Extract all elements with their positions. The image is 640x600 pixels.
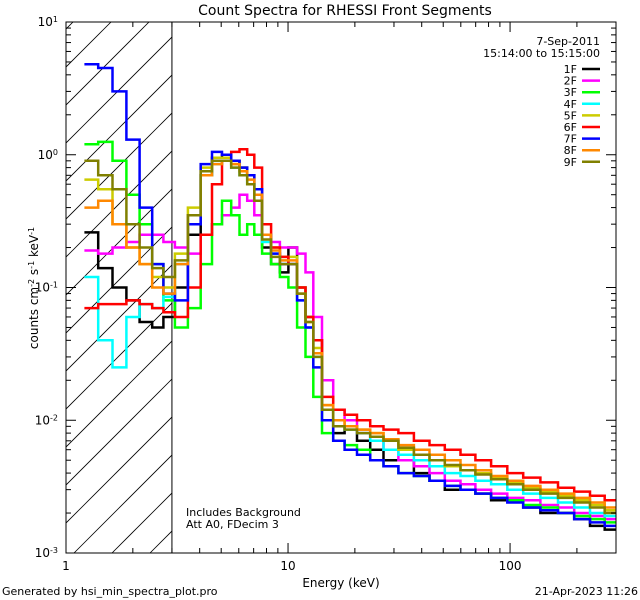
legend-label: 8F: [564, 144, 577, 157]
series-line-2F: [84, 193, 616, 521]
legend-label: 4F: [564, 98, 577, 111]
y-tick-label: 100: [38, 147, 58, 162]
hatch-line: [66, 188, 172, 296]
hatch-line: [66, 264, 172, 372]
x-axis-label: Energy (keV): [302, 576, 379, 590]
series-line-8F: [84, 159, 616, 509]
legend-label: 6F: [564, 121, 577, 134]
hatch-line: [66, 340, 172, 448]
legend-label: 9F: [564, 156, 577, 169]
legend-label: 1F: [564, 63, 577, 76]
hatch-line: [111, 492, 172, 553]
hatch-line: [66, 36, 172, 144]
y-tick-label: 10-1: [35, 280, 58, 295]
hatch-line: [66, 378, 172, 486]
x-tick-label: 1: [62, 559, 70, 573]
y-tick-label: 101: [38, 15, 58, 30]
y-tick-label: 10-2: [35, 413, 58, 428]
y-tick-label: 10-3: [35, 546, 58, 561]
series-line-1F: [84, 153, 616, 531]
legend-label: 5F: [564, 109, 577, 122]
plot-frame: [65, 21, 617, 554]
hatch-line: [66, 226, 172, 334]
hatch-line: [264, 0, 640, 553]
series-line-9F: [84, 159, 616, 515]
hatch-line: [73, 454, 172, 553]
chart-title: Count Spectra for RHESSI Front Segments: [198, 3, 492, 19]
hatch-line: [0, 0, 26, 553]
legend-label: 3F: [564, 86, 577, 99]
series-layer: [84, 63, 616, 531]
x-tick-label: 10: [280, 559, 295, 573]
series-line-3F: [84, 140, 616, 524]
legend-label: 7F: [564, 133, 577, 146]
series-line-5F: [84, 156, 616, 512]
hatch-line: [66, 302, 172, 410]
series-line-6F: [84, 148, 616, 502]
legend-date: 7-Sep-2011: [536, 35, 600, 48]
footer-timestamp: 21-Apr-2023 11:26: [535, 585, 638, 598]
annotation-background: Includes Background: [186, 506, 301, 519]
annotation-attenuator: Att A0, FDecim 3: [186, 518, 279, 531]
hatch-line: [66, 112, 172, 220]
hatch-line: [66, 416, 172, 524]
legend-label: 2F: [564, 75, 577, 88]
footer-generated-by: Generated by hsi_min_spectra_plot.pro: [2, 585, 218, 598]
y-axis-label: counts cm-2 s-1 keV-1: [27, 227, 42, 349]
hatch-line: [66, 74, 172, 182]
hatch-line: [66, 22, 150, 106]
axis-ticks: 1 10 100 10-3 10-2 10-1 100 101: [35, 15, 617, 573]
legend-time-range: 15:14:00 to 15:15:00: [483, 47, 600, 60]
x-tick-label: 100: [499, 559, 522, 573]
